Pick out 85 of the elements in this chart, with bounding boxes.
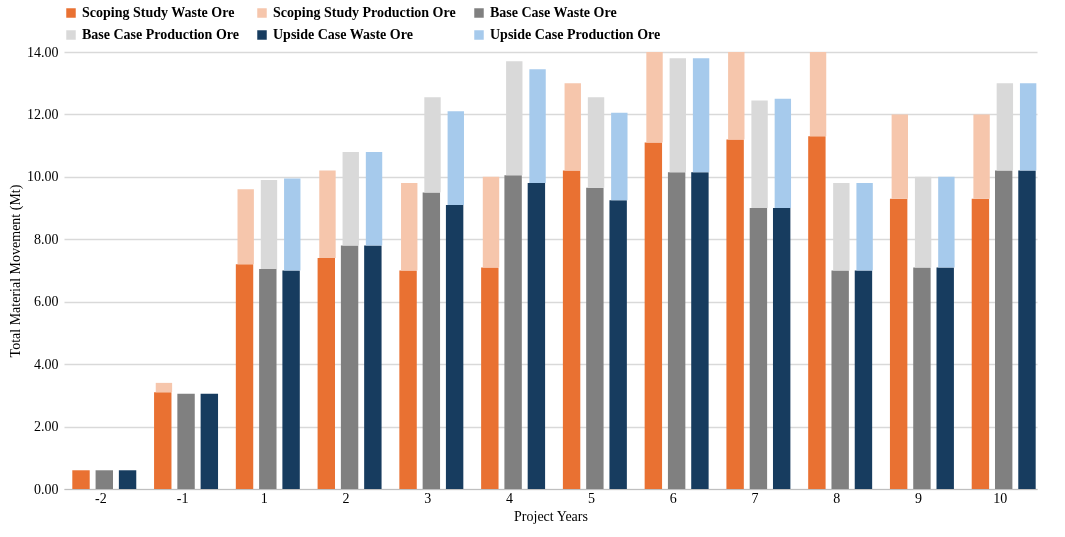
bar <box>891 114 909 199</box>
x-tick-label: 6 <box>669 490 677 506</box>
y-tick-label: 4.00 <box>34 356 59 372</box>
bar <box>317 258 336 489</box>
y-tick-label: 14.00 <box>27 44 59 60</box>
legend-label: Scoping Study Waste Ore <box>82 5 235 20</box>
bar <box>177 393 195 489</box>
bar <box>831 270 849 489</box>
bar <box>527 183 546 489</box>
bar <box>564 83 581 171</box>
x-axis-title: Project Years <box>514 508 588 524</box>
bar <box>691 172 709 489</box>
bar <box>1018 170 1036 489</box>
legend-label: Scoping Study Production Ore <box>273 5 456 20</box>
bar <box>118 470 137 489</box>
x-tick-label: 3 <box>424 490 432 506</box>
bar <box>562 170 581 489</box>
bar <box>504 175 522 489</box>
bar <box>365 151 383 246</box>
bar <box>284 178 301 271</box>
bar <box>447 111 464 205</box>
bar <box>994 170 1013 489</box>
x-tick-label: 9 <box>914 490 922 506</box>
y-axis-title: Total Material Movement (Mt) <box>8 184 24 358</box>
bar <box>1019 83 1037 171</box>
x-tick-label: 1 <box>260 490 268 506</box>
bar <box>259 268 277 489</box>
bar <box>401 183 418 271</box>
bar <box>692 58 710 173</box>
y-tick-label: 8.00 <box>34 231 59 247</box>
y-tick-label: 10.00 <box>27 169 59 185</box>
bar <box>938 176 955 268</box>
bar <box>611 112 628 201</box>
legend-label: Base Case Waste Ore <box>490 5 617 20</box>
x-tick-label: -2 <box>94 490 107 506</box>
legend-label: Upside Case Production Ore <box>490 27 661 42</box>
bar <box>282 270 300 489</box>
x-tick-label: 2 <box>342 490 350 506</box>
bar <box>854 270 873 489</box>
bar <box>973 114 990 199</box>
x-tick-label: -1 <box>176 490 189 506</box>
bar <box>422 192 441 489</box>
bar <box>586 187 604 489</box>
x-tick-label: 5 <box>587 490 595 506</box>
x-tick-label: 10 <box>993 490 1008 506</box>
bar <box>200 393 219 489</box>
bar <box>481 267 499 489</box>
bar <box>529 69 546 184</box>
bar <box>936 267 954 489</box>
bar <box>726 139 744 489</box>
bar <box>667 172 686 489</box>
bar <box>399 270 417 489</box>
bar <box>913 267 931 489</box>
bar <box>856 183 873 271</box>
bar <box>728 52 745 140</box>
bar <box>808 136 826 489</box>
bar <box>889 198 908 489</box>
bar <box>364 245 382 489</box>
bar <box>971 198 990 489</box>
bar <box>609 200 627 489</box>
y-tick-label: 2.00 <box>34 419 59 435</box>
bar <box>237 189 254 265</box>
bar <box>445 204 464 489</box>
bar <box>340 245 359 489</box>
bar <box>646 52 663 143</box>
bar <box>72 470 90 489</box>
y-tick-label: 6.00 <box>34 294 59 310</box>
y-tick-label: 0.00 <box>34 481 59 497</box>
bar <box>809 52 827 137</box>
legend-label: Upside Case Waste Ore <box>273 27 413 42</box>
y-tick-label: 12.00 <box>27 106 59 122</box>
bar <box>482 176 500 268</box>
bar <box>644 142 663 489</box>
bar <box>749 208 768 489</box>
bar <box>155 382 173 393</box>
legend-label: Base Case Production Ore <box>82 27 239 42</box>
bar <box>774 98 792 209</box>
bar <box>319 170 336 259</box>
bar <box>95 470 113 489</box>
bar <box>154 392 172 489</box>
x-tick-label: 8 <box>833 490 841 506</box>
bar <box>235 264 254 489</box>
x-tick-label: 4 <box>506 490 514 506</box>
bar <box>772 208 791 489</box>
x-tick-label: 7 <box>751 490 759 506</box>
